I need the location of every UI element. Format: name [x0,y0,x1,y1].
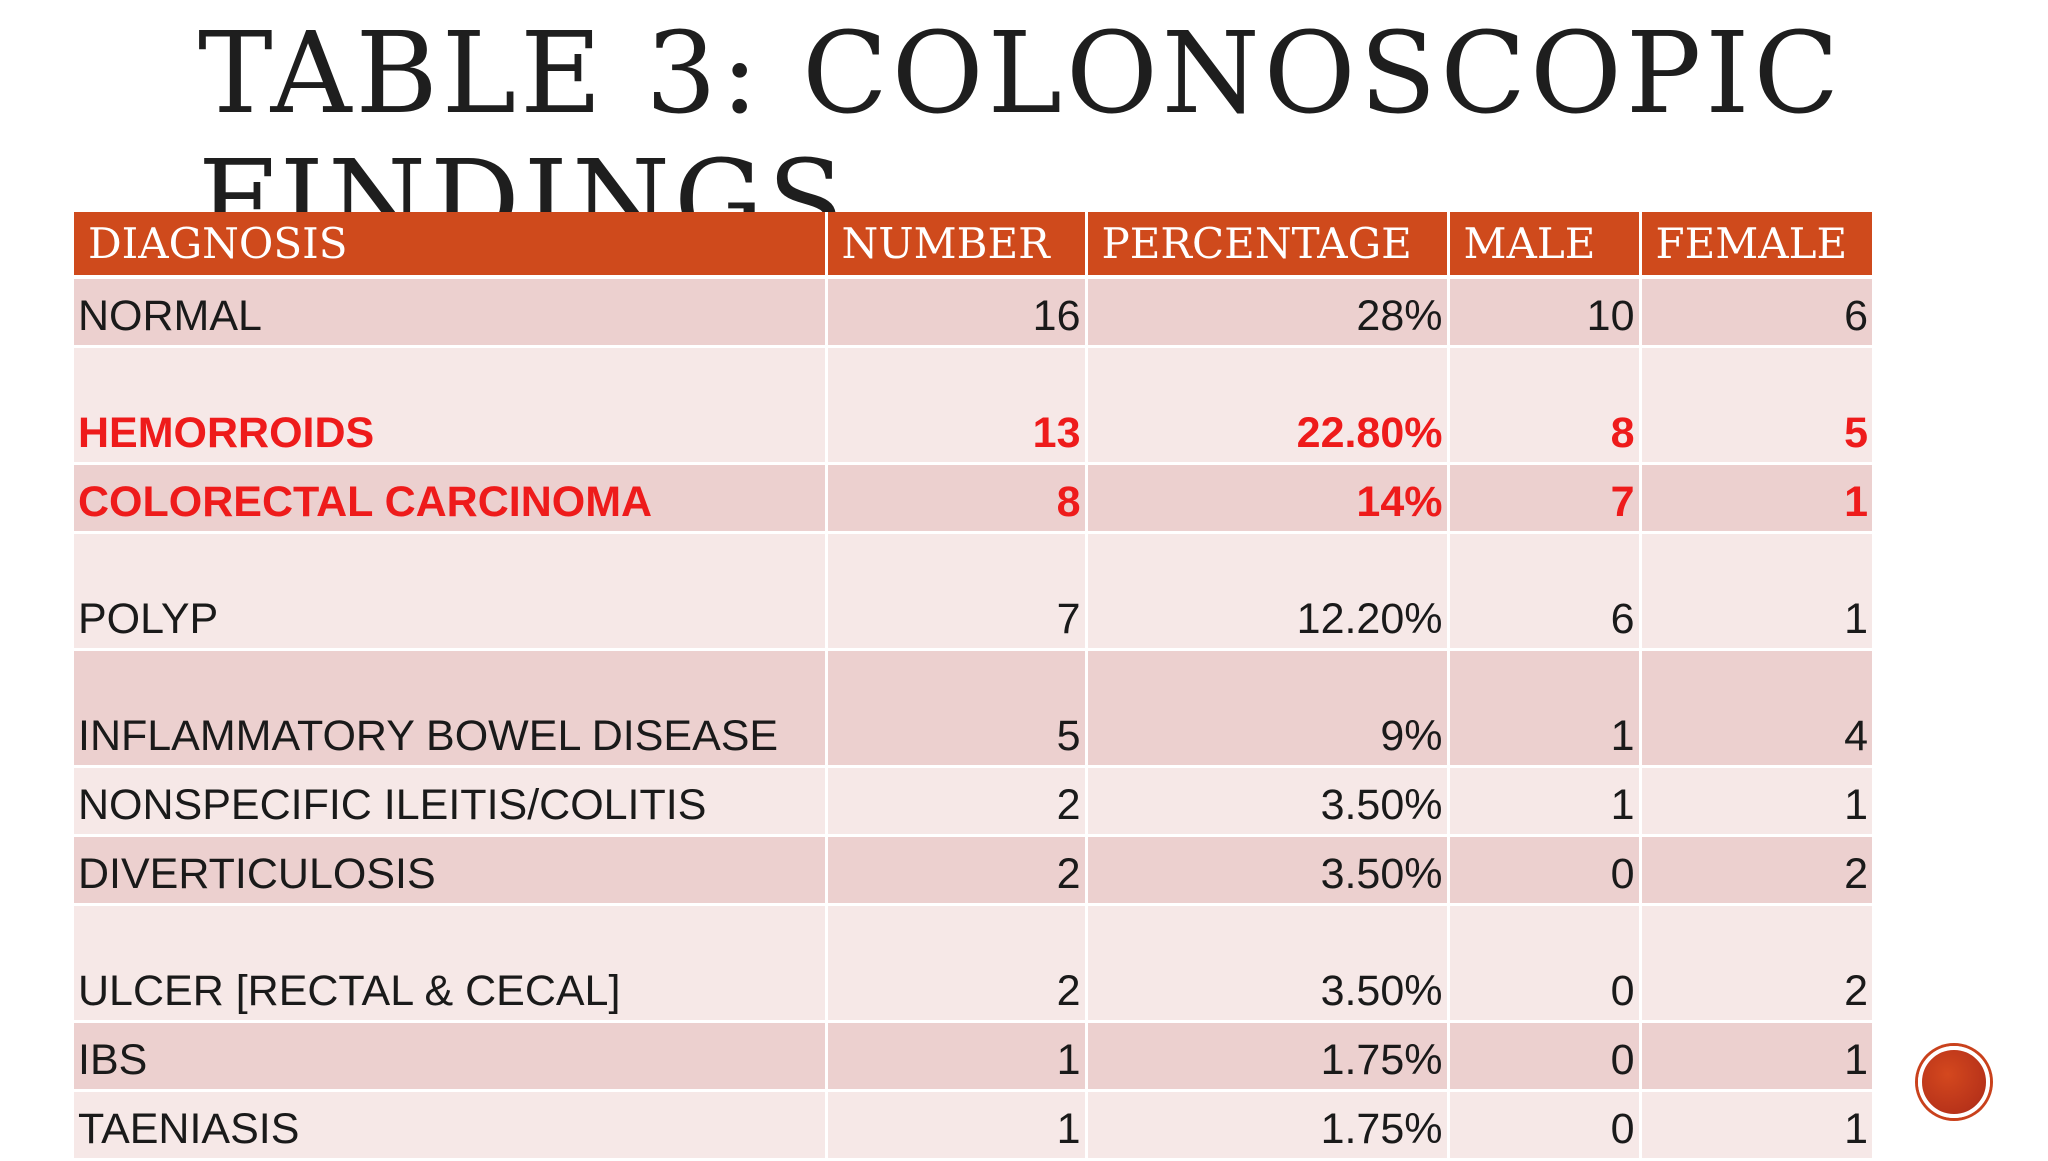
cell-diagnosis: COLORECTAL CARCINOMA [74,463,828,534]
cell-number: 13 [826,346,1088,465]
cell-diagnosis: HEMORROIDS [74,346,828,465]
table-row: COLORECTAL CARCINOMA 8 14% 7 1 [74,463,1872,534]
cell-male: 0 [1448,835,1642,906]
cell-number: 2 [826,766,1088,837]
cell-percentage: 9% [1086,649,1450,768]
cell-female: 4 [1640,649,1872,768]
cell-diagnosis: POLYP [74,532,828,651]
cell-diagnosis: ULCER [RECTAL & CECAL] [74,904,828,1023]
cell-male: 0 [1448,904,1642,1023]
cell-diagnosis: IBS [74,1021,828,1092]
cell-female: 1 [1640,1021,1872,1092]
cell-diagnosis: NONSPECIFIC ILEITIS/COLITIS [74,766,828,837]
header-number: NUMBER [826,212,1088,279]
cell-percentage: 12.20% [1086,532,1450,651]
cell-percentage: 28% [1086,277,1450,348]
cell-number: 2 [826,835,1088,906]
cell-female: 1 [1640,766,1872,837]
header-percentage: PERCENTAGE [1086,212,1450,279]
cell-diagnosis: INFLAMMATORY BOWEL DISEASE [74,649,828,768]
table-row: IBS 1 1.75% 0 1 [74,1021,1872,1092]
cell-male: 0 [1448,1021,1642,1092]
table-row: ULCER [RECTAL & CECAL] 2 3.50% 0 2 [74,904,1872,1023]
cell-number: 7 [826,532,1088,651]
slide-title-line-1: TABLE 3: COLONOSCOPIC [198,10,1838,139]
cell-number: 8 [826,463,1088,534]
cell-female: 1 [1640,463,1872,534]
cell-percentage: 3.50% [1086,904,1450,1023]
cell-male: 1 [1448,766,1642,837]
cell-number: 16 [826,277,1088,348]
cell-number: 2 [826,904,1088,1023]
cell-number: 5 [826,649,1088,768]
table-row: TAENIASIS 1 1.75% 0 1 [74,1090,1872,1161]
header-male: MALE [1448,212,1642,279]
table-row: INFLAMMATORY BOWEL DISEASE 5 9% 1 4 [74,649,1872,768]
cell-female: 6 [1640,277,1872,348]
header-diagnosis: DIAGNOSIS [74,212,828,279]
cell-percentage: 3.50% [1086,835,1450,906]
cell-female: 1 [1640,1090,1872,1161]
cell-male: 10 [1448,277,1642,348]
cell-male: 6 [1448,532,1642,651]
table-row: NONSPECIFIC ILEITIS/COLITIS 2 3.50% 1 1 [74,766,1872,837]
table-row: NORMAL 16 28% 10 6 [74,277,1872,348]
cell-female: 5 [1640,346,1872,465]
cell-female: 2 [1640,835,1872,906]
cell-percentage: 3.50% [1086,766,1450,837]
cell-percentage: 14% [1086,463,1450,534]
cell-percentage: 1.75% [1086,1090,1450,1161]
circle-button-icon[interactable] [1918,1046,1990,1118]
cell-percentage: 22.80% [1086,346,1450,465]
cell-diagnosis: DIVERTICULOSIS [74,835,828,906]
table-row: DIVERTICULOSIS 2 3.50% 0 2 [74,835,1872,906]
cell-percentage: 1.75% [1086,1021,1450,1092]
cell-male: 7 [1448,463,1642,534]
cell-diagnosis: NORMAL [74,277,828,348]
slide-title-line-2: FINDINGS [198,137,849,212]
cell-male: 8 [1448,346,1642,465]
cell-diagnosis: TAENIASIS [74,1090,828,1161]
findings-table: DIAGNOSIS NUMBER PERCENTAGE MALE FEMALE … [74,212,1872,1161]
header-female: FEMALE [1640,212,1872,279]
table-header-row: DIAGNOSIS NUMBER PERCENTAGE MALE FEMALE [74,212,1872,279]
cell-male: 0 [1448,1090,1642,1161]
cell-female: 1 [1640,532,1872,651]
cell-number: 1 [826,1090,1088,1161]
slide-title: TABLE 3: COLONOSCOPIC FINDINGS [198,10,1838,212]
cell-number: 1 [826,1021,1088,1092]
table-row: HEMORROIDS 13 22.80% 8 5 [74,346,1872,465]
cell-female: 2 [1640,904,1872,1023]
table-row: POLYP 7 12.20% 6 1 [74,532,1872,651]
cell-male: 1 [1448,649,1642,768]
